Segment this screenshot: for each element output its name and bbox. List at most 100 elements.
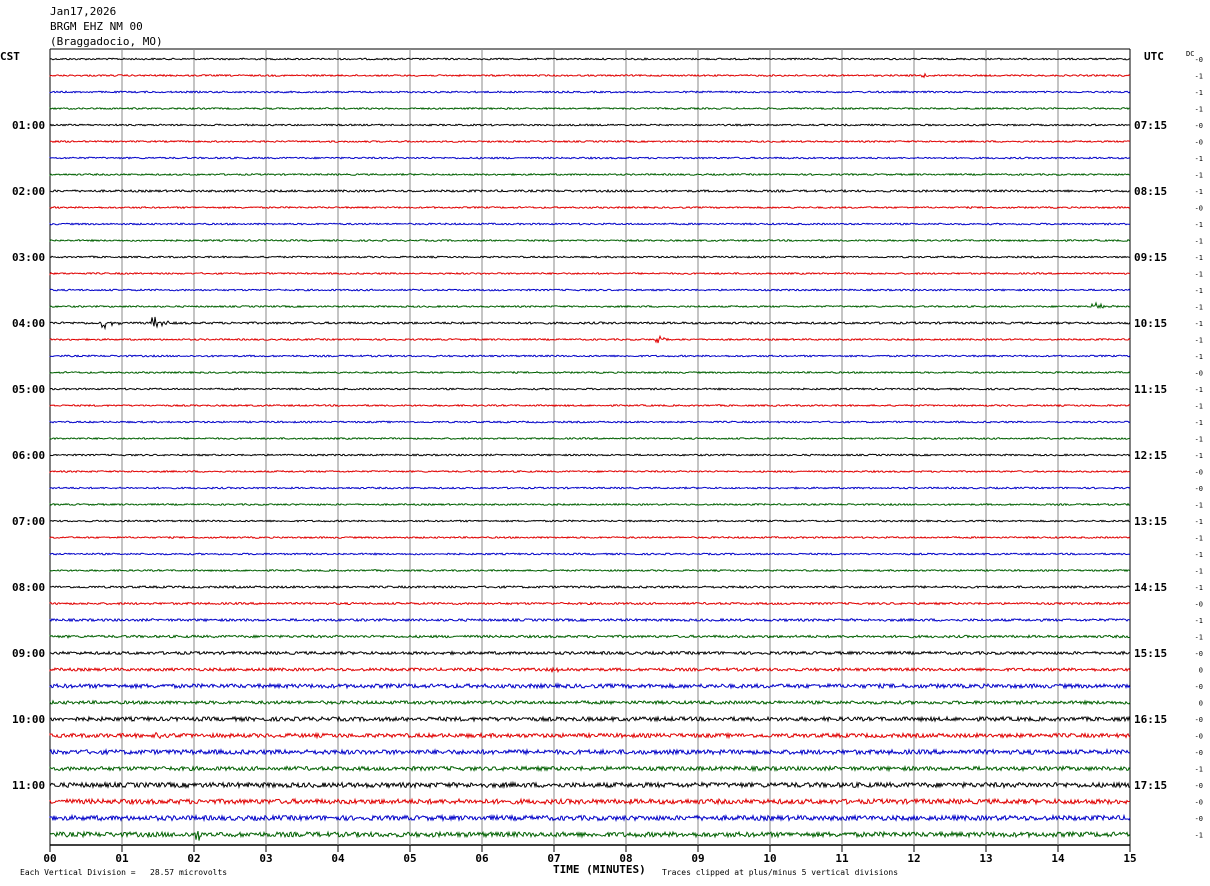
seismic-trace bbox=[49, 436, 1131, 441]
dc-offset-label: -0 bbox=[1195, 139, 1203, 147]
seismic-trace bbox=[49, 764, 1131, 773]
header-date: Jan17,2026 bbox=[50, 5, 117, 18]
clip-note: Traces clipped at plus/minus 5 vertical … bbox=[662, 868, 899, 877]
x-tick-label: 06 bbox=[475, 852, 489, 865]
left-hour-label: 04:00 bbox=[12, 317, 45, 330]
dc-offset-label: -1 bbox=[1195, 287, 1203, 295]
seismic-trace bbox=[49, 106, 1131, 111]
seismic-trace bbox=[49, 453, 1131, 457]
seismic-trace bbox=[49, 650, 1131, 656]
seismic-trace bbox=[49, 486, 1131, 490]
dc-offset-label: -1 bbox=[1195, 617, 1203, 625]
x-tick-label: 01 bbox=[115, 852, 129, 865]
right-hour-label: 09:15 bbox=[1134, 251, 1167, 264]
dc-offset-label: -0 bbox=[1195, 56, 1203, 64]
x-tick-label: 12 bbox=[907, 852, 920, 865]
x-tick-label: 05 bbox=[403, 852, 416, 865]
seismic-trace bbox=[49, 502, 1131, 507]
seismic-trace bbox=[49, 72, 1131, 79]
x-tick-label: 04 bbox=[331, 852, 345, 865]
dc-offset-label: -0 bbox=[1195, 815, 1203, 823]
seismic-trace bbox=[49, 238, 1131, 243]
left-hour-label: 06:00 bbox=[12, 449, 45, 462]
seismic-trace bbox=[49, 222, 1131, 226]
seismic-trace bbox=[49, 57, 1131, 61]
seismic-trace bbox=[49, 552, 1131, 556]
dc-offset-label: -0 bbox=[1195, 601, 1203, 609]
seismic-trace bbox=[49, 172, 1131, 177]
x-tick-label: 14 bbox=[1051, 852, 1065, 865]
dc-offset-label: -1 bbox=[1195, 452, 1203, 460]
seismic-trace bbox=[49, 334, 1131, 344]
dc-offset-label: -1 bbox=[1195, 766, 1203, 774]
seismic-trace bbox=[49, 568, 1131, 573]
seismic-trace bbox=[49, 403, 1131, 408]
left-timezone-label: CST bbox=[0, 50, 20, 63]
seismic-trace bbox=[49, 288, 1131, 292]
dc-column-label: DC bbox=[1186, 50, 1195, 58]
seismic-trace bbox=[49, 370, 1131, 375]
dc-offset-label: -0 bbox=[1195, 683, 1203, 691]
dc-offset-label: -1 bbox=[1195, 832, 1203, 840]
seismic-trace bbox=[49, 634, 1131, 639]
dc-offset-label: -1 bbox=[1195, 271, 1203, 279]
right-hour-label: 16:15 bbox=[1134, 713, 1167, 726]
header-location: (Braggadocio, MO) bbox=[50, 35, 163, 48]
dc-offset-label: -0 bbox=[1195, 749, 1203, 757]
dc-offset-label: -1 bbox=[1195, 254, 1203, 262]
seismic-trace bbox=[49, 617, 1131, 623]
dc-offset-label: -0 bbox=[1195, 205, 1203, 213]
seismic-trace bbox=[49, 682, 1131, 690]
seismic-trace bbox=[49, 813, 1131, 823]
right-hour-label: 10:15 bbox=[1134, 317, 1167, 330]
right-hour-label: 13:15 bbox=[1134, 515, 1167, 528]
right-timezone-label: UTC bbox=[1144, 50, 1164, 63]
dc-offset-label: -1 bbox=[1195, 238, 1203, 246]
dc-offset-label: -1 bbox=[1195, 353, 1203, 361]
dc-offset-label: 0 bbox=[1199, 667, 1203, 675]
right-hour-label: 14:15 bbox=[1134, 581, 1167, 594]
dc-offset-label: -1 bbox=[1195, 73, 1203, 81]
dc-offset-label: -1 bbox=[1195, 221, 1203, 229]
dc-offset-label: -1 bbox=[1195, 320, 1203, 328]
x-tick-label: 02 bbox=[187, 852, 200, 865]
left-hour-label: 03:00 bbox=[12, 251, 45, 264]
dc-offset-label: -1 bbox=[1195, 89, 1203, 97]
x-tick-label: 07 bbox=[547, 852, 560, 865]
dc-offset-label: -0 bbox=[1195, 733, 1203, 741]
dc-offset-label: -1 bbox=[1195, 535, 1203, 543]
left-hour-label: 08:00 bbox=[12, 581, 45, 594]
right-hour-label: 07:15 bbox=[1134, 119, 1167, 132]
seismic-trace bbox=[49, 188, 1131, 194]
right-hour-label: 08:15 bbox=[1134, 185, 1167, 198]
dc-offset-label: -0 bbox=[1195, 485, 1203, 493]
dc-offset-label: -0 bbox=[1195, 469, 1203, 477]
dc-offset-label: -1 bbox=[1195, 172, 1203, 180]
dc-offset-label: -1 bbox=[1195, 188, 1203, 196]
seismic-trace bbox=[49, 666, 1131, 674]
right-hour-label: 12:15 bbox=[1134, 449, 1167, 462]
x-tick-label: 08 bbox=[619, 852, 632, 865]
seismic-trace bbox=[49, 90, 1131, 94]
seismic-trace bbox=[49, 780, 1130, 790]
dc-offset-label: -1 bbox=[1195, 518, 1203, 526]
seismic-trace bbox=[49, 797, 1131, 806]
dc-offset-label: -0 bbox=[1195, 650, 1203, 658]
dc-offset-label: -1 bbox=[1195, 337, 1203, 345]
dc-offset-label: -1 bbox=[1195, 551, 1203, 559]
left-hour-label: 02:00 bbox=[12, 185, 45, 198]
right-hour-label: 11:15 bbox=[1134, 383, 1167, 396]
dc-offset-label: -1 bbox=[1195, 436, 1203, 444]
seismic-trace bbox=[49, 123, 1130, 128]
dc-offset-label: -1 bbox=[1195, 106, 1203, 114]
left-hour-label: 05:00 bbox=[12, 383, 45, 396]
dc-offset-label: -1 bbox=[1195, 634, 1203, 642]
seismic-trace bbox=[49, 316, 1131, 331]
seismic-trace bbox=[49, 601, 1131, 606]
seismic-trace bbox=[49, 255, 1131, 259]
seismic-trace bbox=[49, 156, 1131, 160]
dc-offset-label: -0 bbox=[1195, 370, 1203, 378]
x-axis-title: TIME (MINUTES) bbox=[553, 863, 646, 876]
seismic-trace bbox=[49, 420, 1131, 424]
x-tick-label: 10 bbox=[763, 852, 776, 865]
